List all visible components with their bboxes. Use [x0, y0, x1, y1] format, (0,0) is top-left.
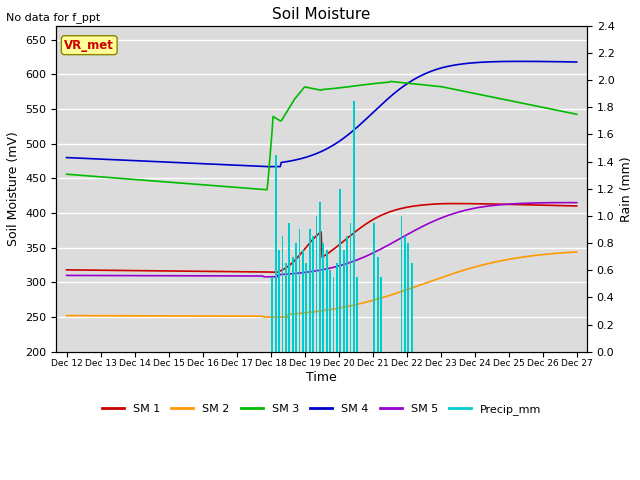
Bar — [278, 250, 280, 352]
Text: No data for f_ppt: No data for f_ppt — [6, 12, 100, 23]
Bar — [343, 250, 345, 352]
Bar — [380, 277, 382, 352]
Bar — [285, 264, 287, 352]
Bar — [271, 277, 273, 352]
Title: Soil Moisture: Soil Moisture — [273, 7, 371, 22]
Text: VR_met: VR_met — [64, 39, 114, 52]
Bar — [353, 100, 355, 352]
Bar — [339, 189, 341, 352]
Bar — [329, 270, 331, 352]
Bar — [308, 229, 310, 352]
Y-axis label: Rain (mm): Rain (mm) — [620, 156, 633, 222]
Bar — [326, 250, 328, 352]
Bar — [312, 236, 314, 352]
Legend: SM 1, SM 2, SM 3, SM 4, SM 5, Precip_mm: SM 1, SM 2, SM 3, SM 4, SM 5, Precip_mm — [97, 399, 546, 420]
Bar — [299, 229, 300, 352]
Bar — [346, 236, 348, 352]
Bar — [305, 264, 307, 352]
Bar — [295, 243, 297, 352]
X-axis label: Time: Time — [307, 371, 337, 384]
Bar — [302, 250, 304, 352]
Bar — [377, 257, 379, 352]
Bar — [323, 243, 324, 352]
Bar — [319, 203, 321, 352]
Bar — [275, 155, 276, 352]
Bar — [373, 223, 375, 352]
Bar — [292, 257, 294, 352]
Bar — [282, 236, 284, 352]
Y-axis label: Soil Moisture (mV): Soil Moisture (mV) — [7, 132, 20, 246]
Bar — [356, 277, 358, 352]
Bar — [408, 243, 410, 352]
Bar — [349, 223, 351, 352]
Bar — [333, 277, 335, 352]
Bar — [336, 264, 338, 352]
Bar — [401, 216, 403, 352]
Bar — [404, 236, 406, 352]
Bar — [289, 223, 291, 352]
Bar — [411, 264, 413, 352]
Bar — [316, 216, 317, 352]
